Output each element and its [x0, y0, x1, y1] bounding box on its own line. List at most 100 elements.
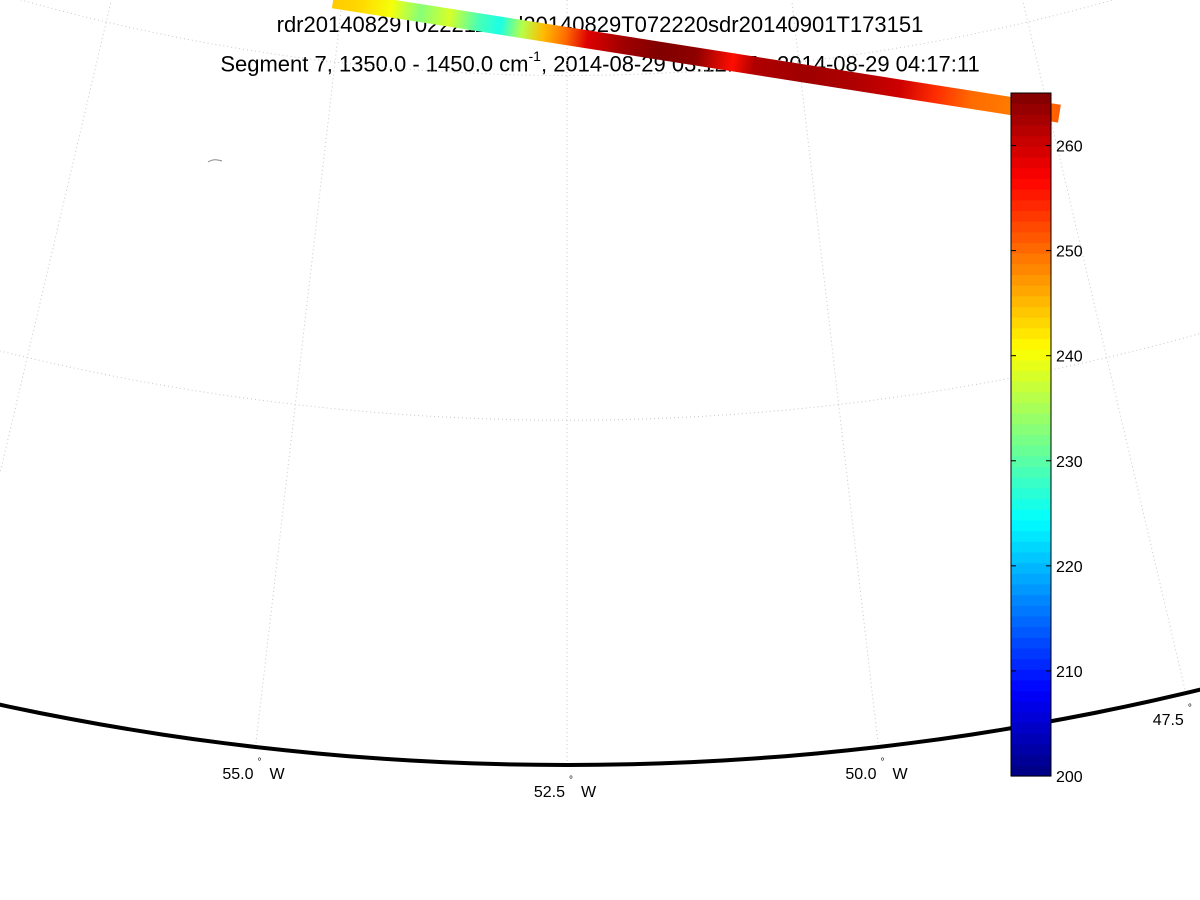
map-grid	[0, 0, 1200, 765]
colorbar-border	[1010, 92, 1052, 777]
svg-text:55.0: 55.0	[222, 766, 253, 783]
colorbar-segment	[1011, 338, 1051, 350]
svg-text:°: °	[881, 757, 885, 768]
svg-text:°: °	[1188, 703, 1192, 714]
svg-text:52.5: 52.5	[534, 784, 565, 801]
colorbar-segment	[1011, 711, 1051, 724]
colorbar-segment	[1011, 327, 1051, 340]
svg-text:47.5: 47.5	[1153, 712, 1184, 729]
colorbar-segment	[1011, 722, 1051, 734]
colorbar-segment	[1011, 647, 1051, 660]
colorbar-segment	[1011, 167, 1051, 179]
colorbar-segment	[1011, 221, 1051, 233]
colorbar-segment	[1011, 189, 1051, 201]
colorbar-segment	[1011, 285, 1051, 297]
colorbar-tick-label: 240	[1056, 349, 1083, 366]
colorbar-tick-label: 220	[1056, 559, 1083, 576]
colorbar-segment	[1011, 605, 1051, 617]
colorbar-segment	[1011, 295, 1051, 308]
colorbar-segment	[1011, 754, 1051, 766]
colorbar-segment	[1011, 253, 1051, 265]
colorbar-segment	[1011, 317, 1051, 329]
colorbar-segment	[1011, 413, 1051, 425]
colorbar-segment	[1011, 594, 1051, 606]
colorbar-segment	[1011, 615, 1051, 628]
colorbar-segment	[1011, 477, 1051, 489]
colorbar-segment	[1011, 583, 1051, 596]
parallel-line	[19, 0, 1115, 77]
colorbar-segment	[1011, 498, 1051, 510]
colorbar-segment	[1011, 509, 1051, 521]
colorbar-segment	[1011, 157, 1051, 169]
colorbar-segment	[1011, 765, 1051, 777]
lon-tick-label: 50.0 ° W	[845, 757, 908, 783]
subtitle-prefix: Segment 7, 1350.0 - 1450.0 cm	[220, 51, 529, 77]
svg-text:W: W	[893, 766, 909, 783]
colorbar-segment	[1011, 519, 1051, 532]
svg-text:W: W	[581, 784, 597, 801]
colorbar-ticks: 200 210 220 230 240 250 260	[1011, 139, 1083, 786]
colorbar-segment	[1011, 701, 1051, 713]
meridian-line	[0, 0, 112, 476]
colorbar-segment	[1011, 658, 1051, 670]
colorbar-segment	[1011, 669, 1051, 681]
lon-tick-label: 47.5°W	[1153, 703, 1200, 729]
longitude-labels: 60.0°W57.5°W55.0°W52.5°W50.0°W47.5°W45.0…	[222, 703, 1200, 801]
colorbar-segment	[1011, 231, 1051, 243]
colorbar-segment	[1011, 562, 1051, 574]
colorbar-segment	[1011, 178, 1051, 190]
colorbar-segment	[1011, 573, 1051, 585]
colorbar-segment	[1011, 381, 1051, 393]
colorbar-segment	[1011, 263, 1051, 276]
colorbar-segment	[1011, 114, 1051, 126]
colorbar-segment	[1011, 210, 1051, 222]
colorbar-segment	[1011, 274, 1051, 286]
colorbar-segment	[1011, 93, 1051, 105]
colorbar-segment	[1011, 551, 1051, 564]
lon-tick-label: 52.5 ° W	[534, 775, 597, 801]
parallel-line	[0, 333, 1200, 421]
colorbar-segment	[1011, 679, 1051, 692]
colorbar-segment	[1011, 434, 1051, 446]
colorbar	[1010, 92, 1052, 777]
colorbar-tick-label: 260	[1056, 139, 1083, 156]
lon-tick-label: 55.0 ° W	[222, 757, 285, 783]
colorbar-segment	[1011, 103, 1051, 115]
latitude-labels: 35.0°N37.5°N40.0°N42.5°N45.0°N	[0, 0, 115, 616]
figure-subtitle: Segment 7, 1350.0 - 1450.0 cm-1, 2014-08…	[0, 48, 1200, 77]
satellite-swath	[331, 0, 1061, 123]
colorbar-segment	[1011, 359, 1051, 372]
colorbar-tick-label: 210	[1056, 664, 1083, 681]
colorbar-segment	[1011, 423, 1051, 436]
colorbar-segment	[1011, 626, 1051, 638]
colorbar-segment	[1011, 637, 1051, 649]
colorbar-segment	[1011, 445, 1051, 457]
svg-text:W: W	[269, 766, 285, 783]
colorbar-segment	[1011, 199, 1051, 211]
colorbar-segment	[1011, 743, 1051, 756]
colorbar-segment	[1011, 349, 1051, 361]
svg-text:50.0: 50.0	[845, 766, 876, 783]
meridian-line	[255, 0, 343, 748]
colorbar-segment	[1011, 541, 1051, 553]
colorbar-segment	[1011, 306, 1051, 318]
swath-strip	[331, 0, 1061, 123]
colorbar-segment	[1011, 370, 1051, 382]
colorbar-segment	[1011, 455, 1051, 468]
colorbar-segment	[1011, 530, 1051, 542]
svg-text:°: °	[257, 757, 261, 768]
colorbar-tick-label: 230	[1056, 454, 1083, 471]
colorbar-segment	[1011, 135, 1051, 147]
colorbar-segment	[1011, 146, 1051, 158]
meridian-line	[791, 0, 879, 748]
colorbar-segment	[1011, 125, 1051, 137]
colorbar-segment	[1011, 391, 1051, 404]
colorbar-segment	[1011, 402, 1051, 414]
colorbar-tick-label: 250	[1056, 244, 1083, 261]
colorbar-segment	[1011, 487, 1051, 500]
colorbar-segment	[1011, 733, 1051, 745]
svg-text:°: °	[569, 775, 573, 786]
colorbar-segment	[1011, 466, 1051, 478]
colorbar-tick-label: 200	[1056, 769, 1083, 786]
subtitle-exponent: -1	[528, 48, 541, 64]
